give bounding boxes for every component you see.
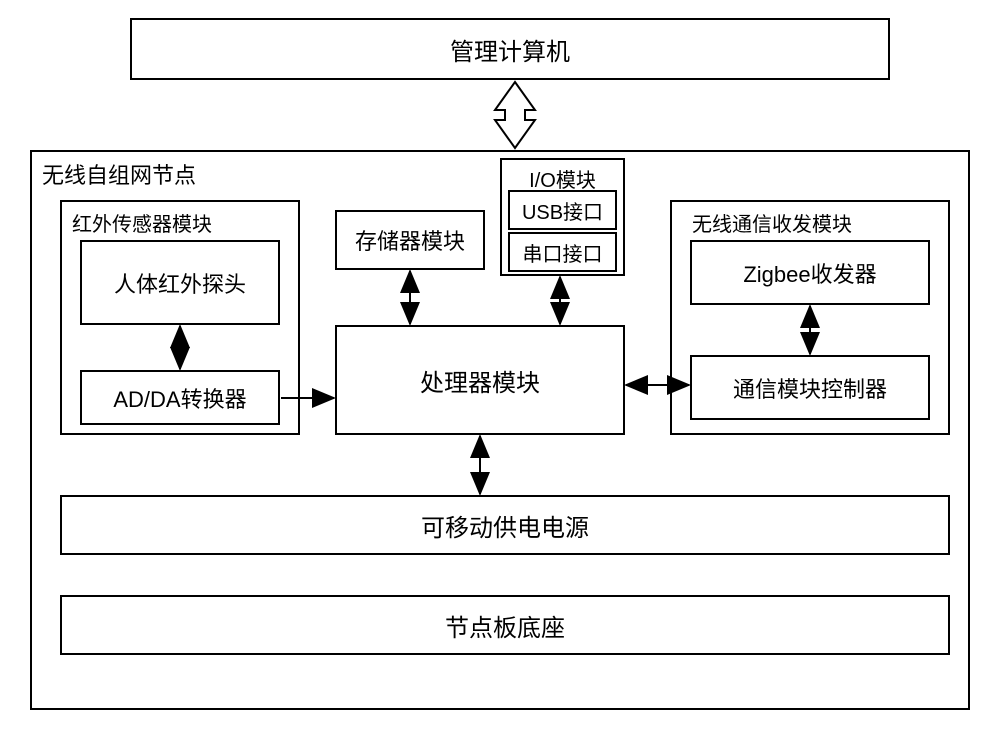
block-arrow-mgmt-node [495, 82, 535, 148]
arrows-layer [0, 0, 1000, 730]
